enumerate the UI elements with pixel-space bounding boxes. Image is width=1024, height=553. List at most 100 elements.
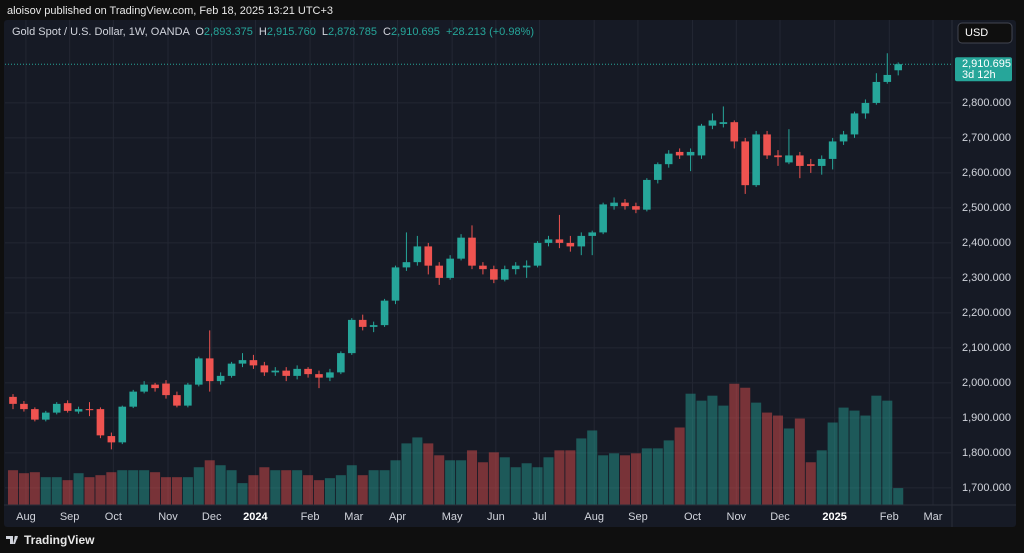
- candle-body: [435, 265, 444, 278]
- candle-body: [31, 409, 39, 420]
- x-tick-label: Sep: [60, 511, 80, 523]
- y-tick-label: 1,900.000: [962, 412, 1011, 424]
- x-tick-label: 2024: [243, 511, 268, 523]
- legend-value: 2,893.375: [204, 26, 253, 38]
- candle-body: [632, 206, 640, 210]
- volume-bar: [893, 488, 904, 505]
- volume-bar: [128, 470, 139, 505]
- volume-bar: [466, 450, 478, 505]
- candle-body: [894, 64, 903, 71]
- candle-body: [315, 374, 323, 378]
- volume-bar: [456, 460, 467, 505]
- candle-body: [774, 155, 782, 158]
- candle-body: [107, 436, 116, 443]
- last-price-tag: [955, 57, 1012, 82]
- candle-body: [457, 237, 465, 259]
- volume-bar: [521, 463, 532, 505]
- candle-body: [796, 155, 804, 166]
- candle-body: [664, 153, 673, 165]
- candle-body: [850, 113, 859, 135]
- last-price-label: 2,910.695: [962, 58, 1011, 70]
- x-tick-label: Dec: [770, 511, 790, 523]
- volume-bar: [827, 422, 838, 505]
- volume-bar: [630, 453, 641, 505]
- countdown-label: 3d 12h: [962, 69, 996, 81]
- x-tick-label: Jul: [533, 511, 547, 523]
- candle-body: [653, 164, 662, 180]
- byline: aloisov published on TradingView.com, Fe…: [7, 5, 333, 17]
- candle-body: [708, 120, 717, 126]
- candle-body: [675, 151, 684, 156]
- volume-bar: [303, 475, 314, 505]
- legend-change: +28.213 (+0.98%): [446, 26, 534, 38]
- x-tick-label: Feb: [880, 511, 899, 523]
- candle-body: [522, 265, 531, 268]
- volume-bar: [160, 477, 172, 505]
- volume-bar: [587, 430, 598, 505]
- volume-bar: [751, 402, 762, 505]
- volume-bar: [783, 428, 794, 505]
- volume-bar: [619, 455, 631, 505]
- currency-label[interactable]: USD: [965, 27, 988, 39]
- candle-body: [118, 406, 127, 443]
- volume-bar: [215, 465, 226, 505]
- volume-bar: [674, 427, 685, 505]
- legend-key: H: [259, 26, 267, 38]
- volume-bar: [729, 383, 740, 505]
- x-tick-label: Nov: [727, 511, 747, 523]
- volume-bar: [237, 483, 248, 505]
- y-tick-label: 2,100.000: [962, 342, 1011, 354]
- legend-key: O: [195, 26, 204, 38]
- volume-bar: [718, 405, 729, 505]
- volume-bar: [477, 462, 488, 505]
- volume-bar: [281, 470, 292, 505]
- candle-body: [566, 242, 575, 247]
- x-tick-label: Aug: [584, 511, 604, 523]
- footer-brand: TradingView: [24, 533, 95, 547]
- footer-logo: [6, 535, 18, 544]
- x-tick-label: Jun: [487, 511, 505, 523]
- y-tick-label: 2,800.000: [962, 97, 1011, 109]
- volume-bar: [532, 467, 543, 505]
- candle-body: [785, 155, 793, 163]
- y-tick-label: 2,300.000: [962, 272, 1011, 284]
- legend-value: 2,915.760: [267, 26, 316, 38]
- volume-bar: [150, 472, 161, 505]
- x-tick-label: Feb: [301, 511, 320, 523]
- volume-bar: [18, 473, 29, 505]
- candle-body: [74, 409, 83, 412]
- x-tick-label: 2025: [822, 511, 846, 523]
- y-tick-label: 2,000.000: [962, 377, 1011, 389]
- currency-button[interactable]: [957, 22, 1013, 44]
- volume-bar: [117, 470, 128, 505]
- candle-body: [238, 360, 247, 364]
- volume-bar: [357, 475, 368, 505]
- candle-body: [184, 384, 192, 406]
- volume-bar: [84, 477, 95, 505]
- candle-body: [588, 232, 597, 236]
- volume-bar: [609, 453, 620, 505]
- candle-body: [872, 81, 881, 103]
- volume-bar: [849, 410, 860, 505]
- volume-bar: [772, 415, 784, 505]
- candle-body: [544, 239, 553, 243]
- y-tick-label: 1,700.000: [962, 482, 1011, 494]
- volume-bar: [95, 475, 106, 505]
- volume-bar: [401, 443, 412, 505]
- volume-bar: [139, 470, 150, 505]
- volume-bar: [499, 457, 510, 505]
- candle-body: [621, 202, 629, 207]
- volume-bar: [270, 470, 281, 505]
- grid: [5, 20, 951, 505]
- volume-bar: [685, 393, 696, 505]
- legend-key: L: [322, 26, 328, 38]
- volume-bar: [40, 477, 51, 505]
- volume-bar: [423, 443, 434, 505]
- volume-bar: [379, 470, 390, 505]
- candle-body: [20, 403, 28, 410]
- volume-bar: [652, 448, 663, 505]
- y-tick-label: 2,400.000: [962, 237, 1011, 249]
- candle-body: [52, 403, 61, 413]
- candle-body: [599, 204, 607, 233]
